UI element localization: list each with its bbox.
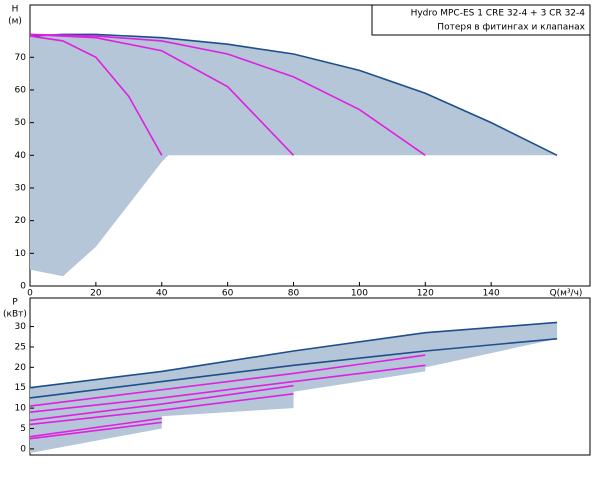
curve	[29, 337, 558, 399]
y-tick-label: 10	[15, 404, 27, 414]
legend-box	[371, 4, 591, 36]
y-tick-label: 5	[20, 424, 26, 434]
curve	[29, 33, 295, 156]
x-tick-label: 40	[156, 289, 168, 299]
y-tick-label: 20	[15, 216, 27, 226]
legend-title: Hydro MPC-ES 1 CRE 32-4 + 3 CR 32-4	[411, 9, 586, 19]
curve	[29, 33, 426, 156]
y-tick-label: 20	[15, 363, 27, 373]
curve	[29, 417, 162, 438]
y-tick-label: 30	[15, 183, 27, 193]
legend-note: Потеря в фитингах и клапанах	[437, 23, 585, 33]
y-tick-label: 50	[15, 118, 27, 128]
curve	[29, 384, 294, 422]
x-tick-label: 0	[27, 289, 33, 299]
y-tick-label: 10	[15, 249, 27, 259]
y-tick-label: 15	[15, 383, 26, 393]
y-tick-label: 25	[15, 342, 26, 352]
curve	[29, 321, 558, 389]
y-tick-label: 70	[15, 53, 27, 63]
y-tick-label: 0	[20, 282, 26, 292]
y-tick-label: 30	[15, 322, 27, 332]
x-tick-label: 20	[90, 289, 102, 299]
curve	[29, 393, 294, 426]
x-tick-label: 140	[483, 289, 500, 299]
curve	[29, 35, 163, 156]
x-tick-label: 100	[351, 289, 368, 299]
x-tick-label: 80	[288, 289, 300, 299]
x-axis-label: Q(м³/ч)	[550, 289, 583, 299]
y-axis-label: P	[12, 298, 18, 308]
y-axis-unit: (м)	[8, 17, 22, 27]
curve	[29, 33, 558, 157]
x-tick-label: 120	[417, 289, 434, 299]
curve	[29, 354, 426, 407]
x-tick-label: 60	[222, 289, 234, 299]
curve	[29, 421, 162, 440]
y-tick-label: 0	[20, 444, 26, 454]
curve	[29, 364, 426, 413]
y-axis-label: H	[12, 5, 19, 15]
y-axis-unit: (кВт)	[3, 310, 27, 320]
bottom-plot-frame	[29, 297, 591, 456]
y-tick-label: 40	[15, 151, 27, 161]
y-tick-label: 60	[15, 85, 27, 95]
